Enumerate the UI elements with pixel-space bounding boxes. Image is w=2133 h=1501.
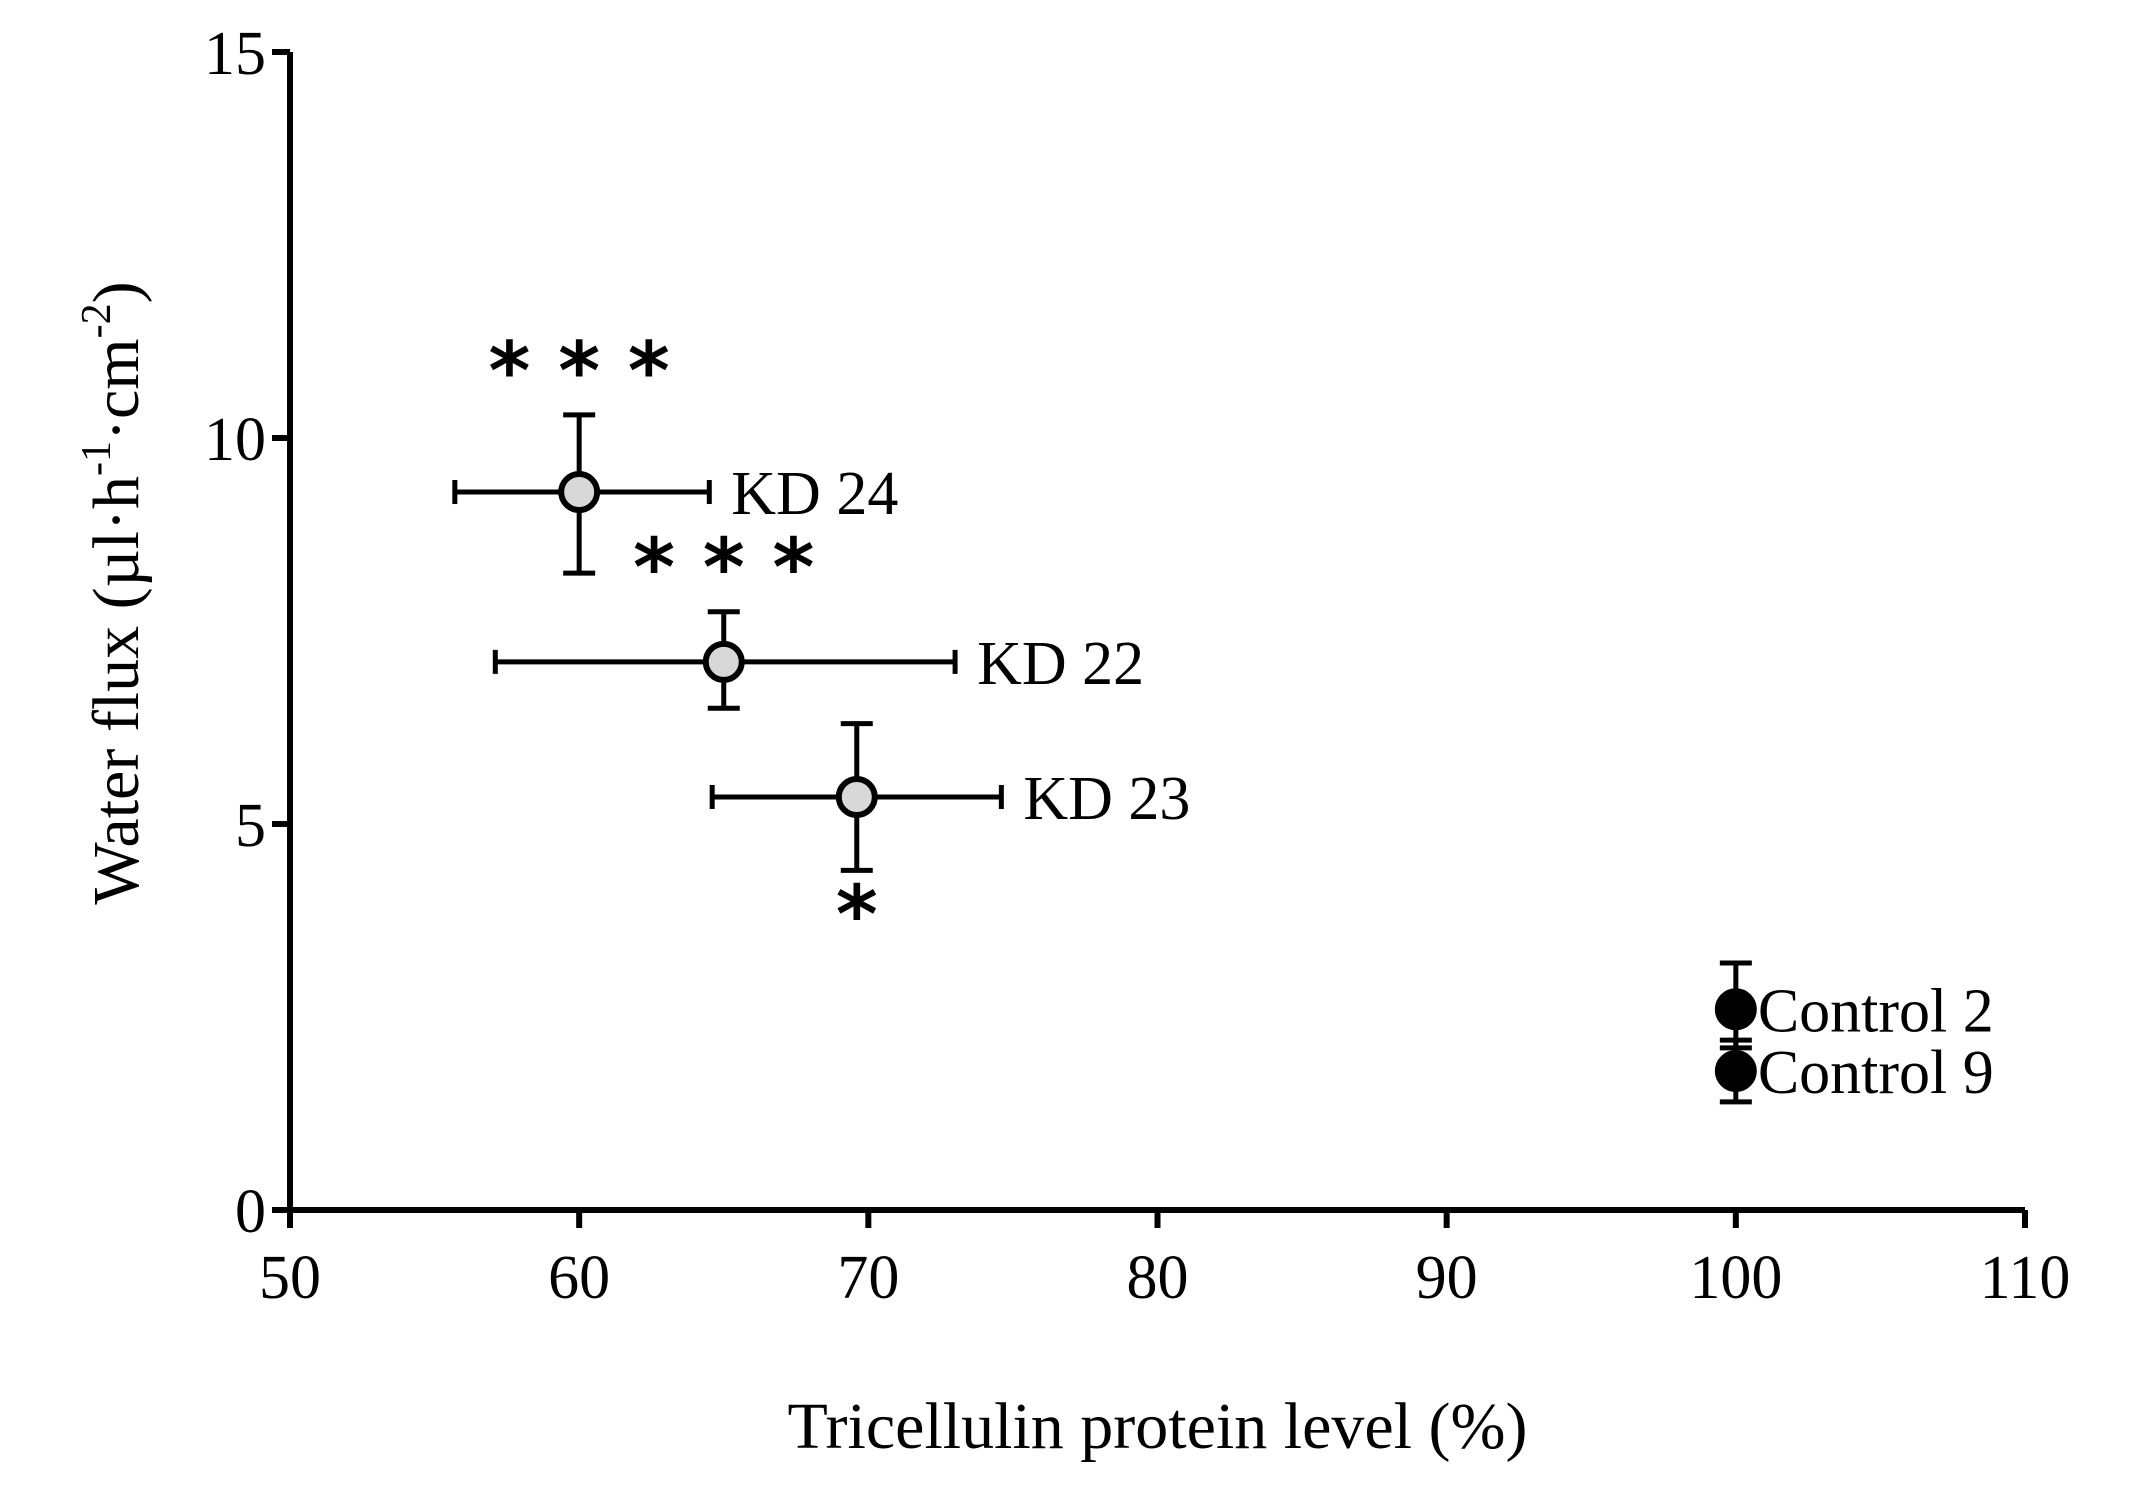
x-axis-title: Tricellulin protein level (%): [788, 1390, 1528, 1463]
data-point-marker: [1714, 1050, 1757, 1093]
y-tick-label: 15: [204, 20, 266, 88]
data-point-marker: [835, 775, 878, 818]
data-point-label: KD 23: [1023, 765, 1190, 833]
x-tick-label: 60: [548, 1244, 610, 1312]
data-points: KD 24* * *KD 22* * *KD 23*Control 2Contr…: [452, 325, 1994, 1107]
y-ticks: 0 5 10 15: [204, 20, 290, 1246]
x-tick-label: 100: [1689, 1244, 1782, 1312]
data-point-group: KD 24 * * *: [452, 325, 898, 576]
y-axis-title-end: ): [80, 281, 153, 303]
data-point-marker: [1714, 988, 1757, 1031]
x-tick-label: 90: [1416, 1244, 1478, 1312]
y-tick-label: 5: [235, 792, 266, 860]
x-tick-label: 70: [837, 1244, 899, 1312]
y-axis-title-sup2: -2: [74, 303, 120, 338]
data-point-label: Control 2: [1758, 977, 1994, 1045]
significance-marker: * * *: [633, 522, 814, 615]
significance-marker: *: [836, 868, 878, 961]
data-point-marker: [558, 471, 601, 514]
y-axis-title: Water flux (µl·h-1·cm-2): [74, 281, 153, 904]
data-point-label: KD 24: [731, 460, 898, 528]
x-ticks: 50 60 70 80 90 100 110: [259, 1210, 2070, 1312]
data-point-marker: [702, 640, 745, 683]
data-point-group: KD 23 *: [709, 721, 1190, 961]
y-tick-label: 0: [235, 1178, 266, 1246]
y-axis-title-mid: ·cm: [80, 338, 153, 441]
y-tick-label: 10: [204, 406, 266, 474]
data-point-group: Control 2: [1714, 960, 1994, 1051]
x-tick-label: 50: [259, 1244, 321, 1312]
data-point-group: KD 22 * * *: [492, 522, 1144, 711]
significance-marker: * * *: [489, 325, 670, 418]
x-tick-label: 80: [1127, 1244, 1189, 1312]
data-point-group: Control 9: [1714, 1037, 1994, 1107]
data-point-label: Control 9: [1758, 1039, 1994, 1107]
x-tick-label: 110: [1980, 1244, 2071, 1312]
y-axis-title-sup1: -1: [74, 441, 120, 476]
data-point-label: KD 22: [977, 630, 1144, 698]
y-axis-title-main: Water flux (µl·h: [80, 476, 153, 905]
